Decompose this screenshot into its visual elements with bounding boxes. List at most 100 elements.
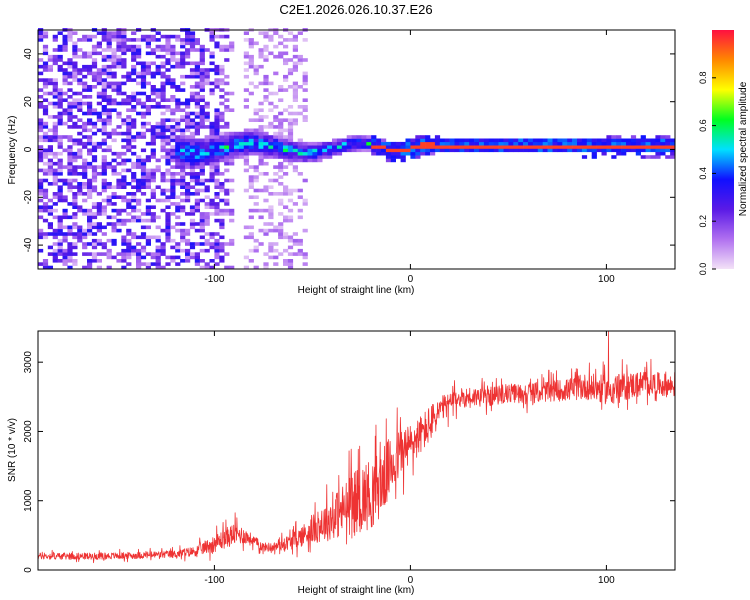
spectrogram-cell — [150, 51, 156, 56]
spectrogram-cell — [96, 41, 102, 46]
spectrogram-cell — [229, 218, 235, 223]
spectrogram-cell — [91, 51, 98, 56]
spectrogram-cell — [209, 205, 215, 209]
spectrogram-cell — [297, 252, 303, 256]
spectrogram-cell — [194, 85, 200, 89]
spectrogram-cell — [214, 115, 220, 119]
spectrogram-cell — [160, 145, 166, 149]
spectrogram-x-axis-label: Height of straight line (km) — [298, 285, 415, 296]
spectrogram-cell — [283, 145, 289, 149]
spectrogram-cell — [175, 151, 181, 156]
snr-series-line — [37, 330, 676, 564]
spectrogram-cell — [72, 178, 78, 183]
spectrogram-cell — [77, 225, 83, 230]
spectrogram-cell — [248, 41, 254, 46]
spectrogram-cell — [552, 145, 558, 149]
spectrogram-cell — [469, 141, 475, 146]
spectrogram-cell — [47, 212, 53, 216]
spectrogram-cell — [106, 54, 112, 59]
spectrogram-cell — [219, 81, 225, 86]
spectrogram-cell — [209, 242, 215, 246]
spectrogram-cell — [175, 255, 181, 260]
spectrogram-cell — [273, 141, 279, 146]
spectrogram-cell — [72, 141, 78, 146]
spectrogram-cell — [116, 115, 122, 119]
spectrogram-cell — [268, 81, 274, 86]
spectrogram-cell — [243, 235, 249, 240]
spectrogram-cell — [283, 51, 289, 56]
spectrogram-cell — [287, 111, 294, 116]
spectrogram-cell — [273, 255, 279, 260]
spectrogram-cell — [425, 135, 431, 139]
spectrogram-cell — [189, 121, 196, 126]
spectrogram-cell — [42, 265, 49, 270]
spectrogram-cell — [126, 242, 132, 246]
spectrogram-cell — [165, 68, 171, 72]
spectrogram-cell — [72, 155, 78, 159]
spectrogram-cell — [96, 118, 102, 122]
spectrogram-cell — [214, 151, 220, 156]
spectrogram-cell — [72, 125, 78, 129]
spectrogram-cell — [537, 145, 543, 149]
spectrogram-y-tick-label: -20 — [23, 190, 34, 205]
spectrogram-cell — [189, 68, 196, 72]
spectrogram-cell — [214, 202, 220, 206]
spectrogram-cell — [160, 48, 166, 52]
spectrogram-cell — [42, 148, 49, 153]
spectrogram-cell — [96, 128, 102, 133]
spectrogram-cell — [410, 151, 416, 156]
spectrogram-cell — [302, 88, 308, 92]
spectrogram-cell — [140, 245, 147, 250]
spectrogram-cell — [410, 155, 416, 159]
spectrogram-cell — [390, 145, 396, 149]
spectrogram-cell — [185, 101, 191, 106]
spectrogram-cell — [116, 172, 122, 176]
spectrogram-cell — [145, 158, 151, 163]
spectrogram-cell — [385, 141, 392, 146]
spectrogram-cell — [131, 135, 137, 139]
spectrogram-cell — [268, 141, 274, 146]
spectrogram-cell — [52, 48, 58, 52]
spectrogram-cell — [101, 225, 107, 230]
spectrogram-cell — [332, 148, 338, 153]
spectrogram-cell — [263, 88, 269, 92]
spectrogram-cell — [268, 222, 274, 226]
spectrogram-cell — [278, 111, 284, 116]
spectrogram-cell — [219, 71, 225, 76]
spectrogram-cell — [150, 34, 156, 39]
spectrogram-cell — [131, 145, 137, 149]
spectrogram-cell — [292, 238, 298, 243]
spectrogram-cell — [116, 185, 122, 189]
spectrogram-cell — [150, 178, 156, 183]
spectrogram-cell — [268, 208, 274, 213]
spectrogram-cell — [557, 141, 563, 146]
spectrogram-cell — [165, 34, 171, 39]
spectrogram-cell — [258, 148, 264, 153]
spectrogram-cell — [87, 111, 93, 116]
spectrogram-cell — [131, 121, 137, 126]
spectrogram-cell — [126, 131, 132, 136]
spectrogram-cell — [209, 138, 215, 143]
spectrogram-cell — [273, 151, 279, 156]
spectrogram-cell — [160, 208, 166, 213]
spectrogram-cell — [121, 242, 127, 246]
spectrogram-cell — [96, 225, 102, 230]
spectrogram-cell — [72, 252, 78, 256]
spectrogram-cell — [170, 151, 176, 156]
spectrogram-cell — [312, 148, 318, 153]
spectrogram-cell — [101, 155, 107, 159]
spectrogram-cell — [62, 255, 68, 260]
spectrogram-cell — [645, 155, 651, 159]
spectrogram-cell — [170, 85, 176, 89]
spectrogram-cell — [483, 145, 490, 149]
spectrogram-cell — [87, 54, 93, 59]
spectrogram-cell — [488, 138, 494, 143]
spectrogram-cell — [111, 228, 117, 233]
spectrogram-cell — [635, 151, 641, 156]
spectrogram-cell — [38, 198, 44, 203]
spectrogram-cell — [52, 182, 58, 186]
spectrogram-cell — [185, 212, 191, 216]
spectrogram-cell — [101, 178, 107, 183]
spectrogram-cell — [72, 215, 78, 220]
spectrogram-cell — [493, 141, 499, 146]
